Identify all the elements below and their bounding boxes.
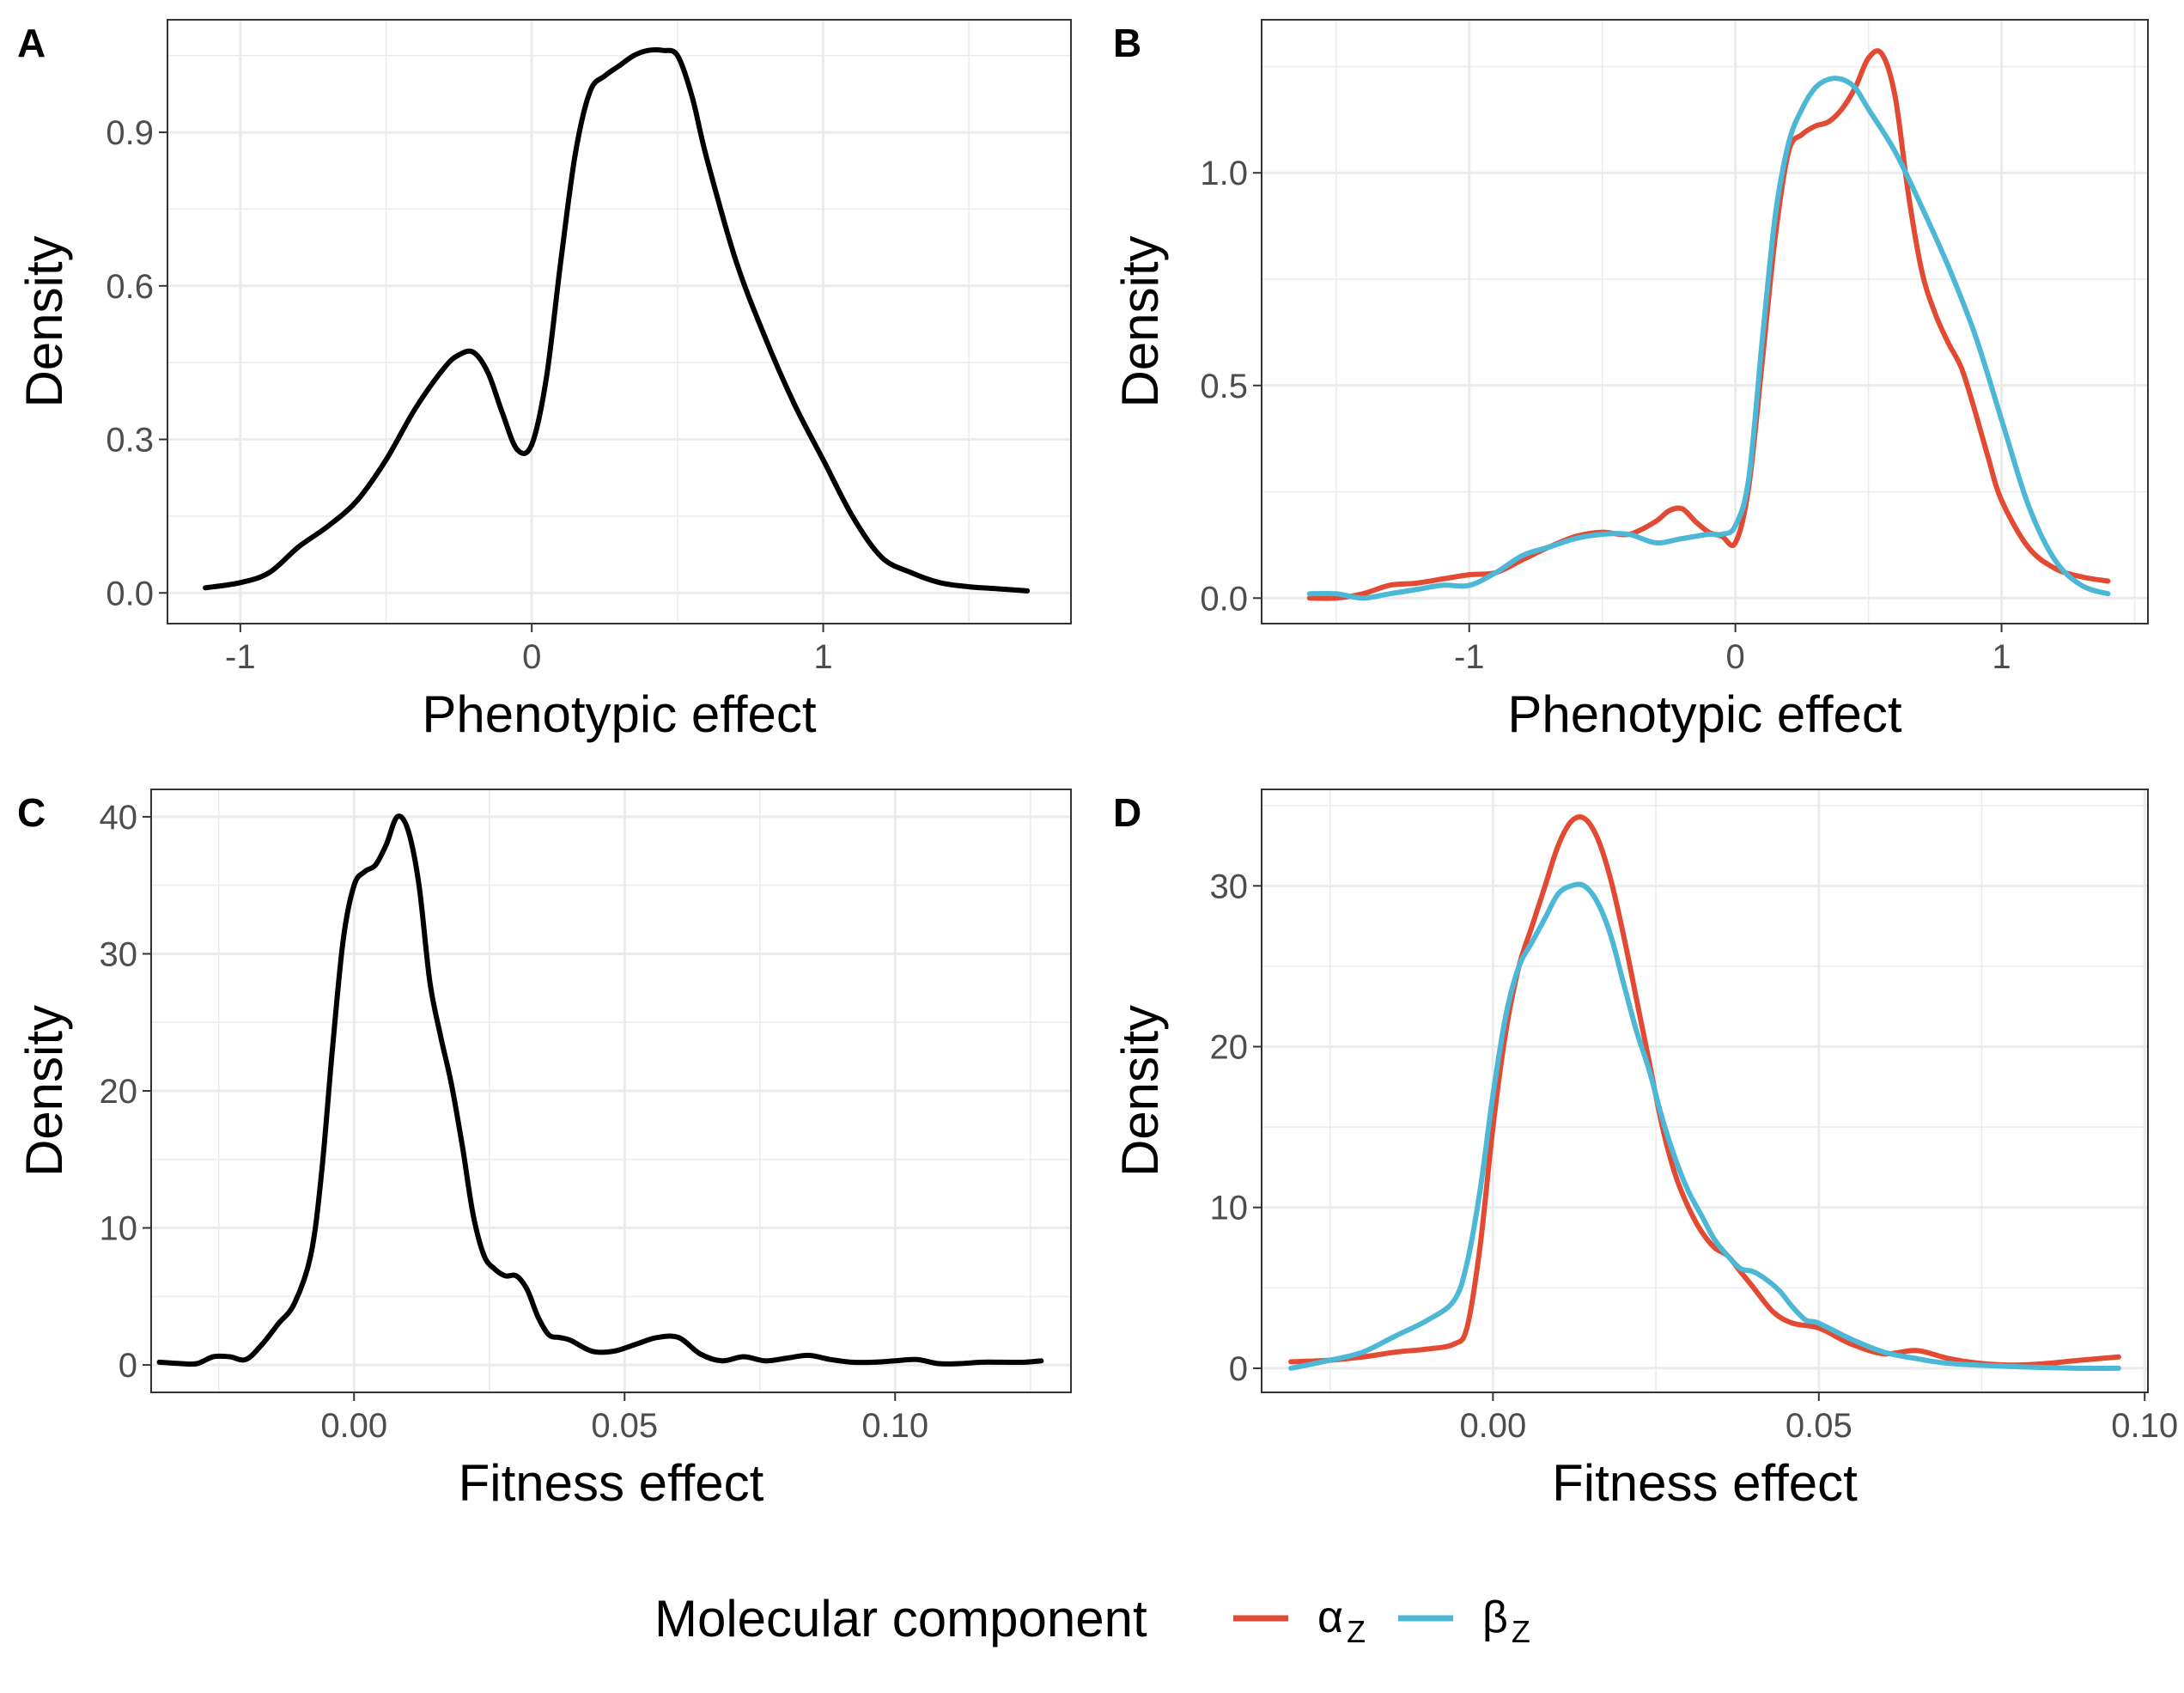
panel-b-x-axis-title: Phenotypic effect [1507, 685, 1902, 743]
panel-c-grid [151, 789, 1071, 1392]
panel-c-series [156, 813, 1044, 1367]
panel-b-series [1306, 48, 2111, 601]
panel-b-y-tick-label: 0.5 [1200, 368, 1248, 405]
panel-a-y-tick-label: 0.6 [106, 268, 154, 306]
panel-a-x-tick-label: 1 [813, 638, 832, 676]
panel-b: B -1 0 1 0.0 0.5 1.0 Phenotypic effect Densit… [1111, 19, 2149, 743]
panel-tag-b: B [1113, 21, 1141, 65]
panel-a-y-axis-title: Density [15, 235, 73, 407]
panel-a-y-tick-label: 0.9 [106, 114, 154, 152]
panel-a-border [167, 19, 1072, 624]
panel-a-axes: -1 0 1 0.0 0.3 0.6 0.9 [106, 114, 832, 676]
legend-subscript-beta: Z [1512, 1614, 1530, 1649]
panel-b-grid [1262, 20, 2148, 624]
panel-d-x-tick-label: 0.10 [2111, 1407, 2178, 1445]
panel-a: A -1 0 1 0.0 0.3 0.6 0.9 Phenotypic effect Den… [15, 19, 1072, 743]
panel-c-x-tick-label: 0.05 [591, 1407, 658, 1445]
panel-tag-d: D [1113, 790, 1141, 835]
panel-c-y-tick-label: 10 [100, 1210, 138, 1248]
panel-d-beta-density-line [1288, 881, 2121, 1372]
panel-a-x-axis-title: Phenotypic effect [422, 685, 817, 743]
legend-subscript-alpha: Z [1347, 1614, 1366, 1649]
panel-d: D 0.00 0.05 0.10 0 10 20 30 Fitness effect Den… [1111, 789, 2178, 1512]
panel-tag-a: A [17, 21, 46, 65]
panel-c-x-axis-title: Fitness effect [459, 1454, 764, 1512]
panel-a-y-tick-label: 0.0 [106, 575, 154, 612]
panel-tag-c: C [17, 790, 46, 835]
legend-symbol-alpha: α [1317, 1593, 1343, 1642]
panel-c-density-line [156, 813, 1044, 1367]
panel-a-x-tick-label: -1 [225, 638, 256, 676]
panel-b-x-tick-label: -1 [1454, 638, 1485, 676]
panel-d-y-tick-label: 20 [1210, 1029, 1249, 1067]
panel-b-x-tick-label: 0 [1726, 638, 1745, 676]
panel-b-y-axis-title: Density [1111, 235, 1169, 407]
panel-d-y-tick-label: 10 [1210, 1190, 1249, 1227]
panel-d-x-axis-title: Fitness effect [1552, 1454, 1858, 1512]
panel-a-y-tick-label: 0.3 [106, 422, 154, 460]
panel-b-y-tick-label: 1.0 [1200, 155, 1248, 192]
legend-symbol-beta: β [1482, 1593, 1508, 1642]
panel-a-series [203, 47, 1031, 594]
panel-b-beta-density-line [1306, 76, 2111, 601]
panel-d-y-tick-label: 30 [1210, 868, 1249, 905]
panel-c-x-tick-label: 0.00 [320, 1407, 387, 1445]
panel-d-y-tick-label: 0 [1229, 1350, 1248, 1388]
panel-d-border [1261, 789, 2149, 1393]
panel-b-plot-background [1262, 20, 2148, 624]
panel-b-axes: -1 0 1 0.0 0.5 1.0 [1200, 155, 2011, 676]
panel-c-axes: 0.00 0.05 0.10 0 10 20 30 40 [100, 799, 929, 1445]
panel-b-y-tick-label: 0.0 [1200, 580, 1248, 618]
panel-c-y-tick-label: 30 [100, 935, 138, 973]
panel-d-grid [1262, 789, 2148, 1392]
panel-d-series [1288, 814, 2121, 1372]
panel-d-axes: 0.00 0.05 0.10 0 10 20 30 [1210, 868, 2179, 1445]
panel-b-x-tick-label: 1 [1992, 638, 2011, 676]
panel-c-x-tick-label: 0.10 [861, 1407, 928, 1445]
panel-c-y-tick-label: 20 [100, 1073, 138, 1111]
panel-c-y-tick-label: 0 [119, 1347, 137, 1385]
panel-d-x-tick-label: 0.00 [1459, 1407, 1526, 1445]
panel-d-x-tick-label: 0.05 [1786, 1407, 1852, 1445]
panel-c-y-tick-label: 40 [100, 799, 138, 837]
panel-d-y-axis-title: Density [1111, 1005, 1169, 1177]
panel-a-plot-background [167, 20, 1071, 624]
panel-a-density-line [203, 47, 1031, 594]
panel-d-plot-background [1262, 789, 2148, 1392]
panel-a-grid [167, 20, 1071, 624]
panel-b-border [1261, 19, 2149, 624]
legend-title: Molecular component [654, 1590, 1147, 1647]
panel-c-y-axis-title: Density [15, 1005, 73, 1177]
panel-c: C 0.00 0.05 0.10 0 10 20 30 40 Fitness effect D… [15, 789, 1072, 1512]
panel-a-x-tick-label: 0 [522, 638, 541, 676]
